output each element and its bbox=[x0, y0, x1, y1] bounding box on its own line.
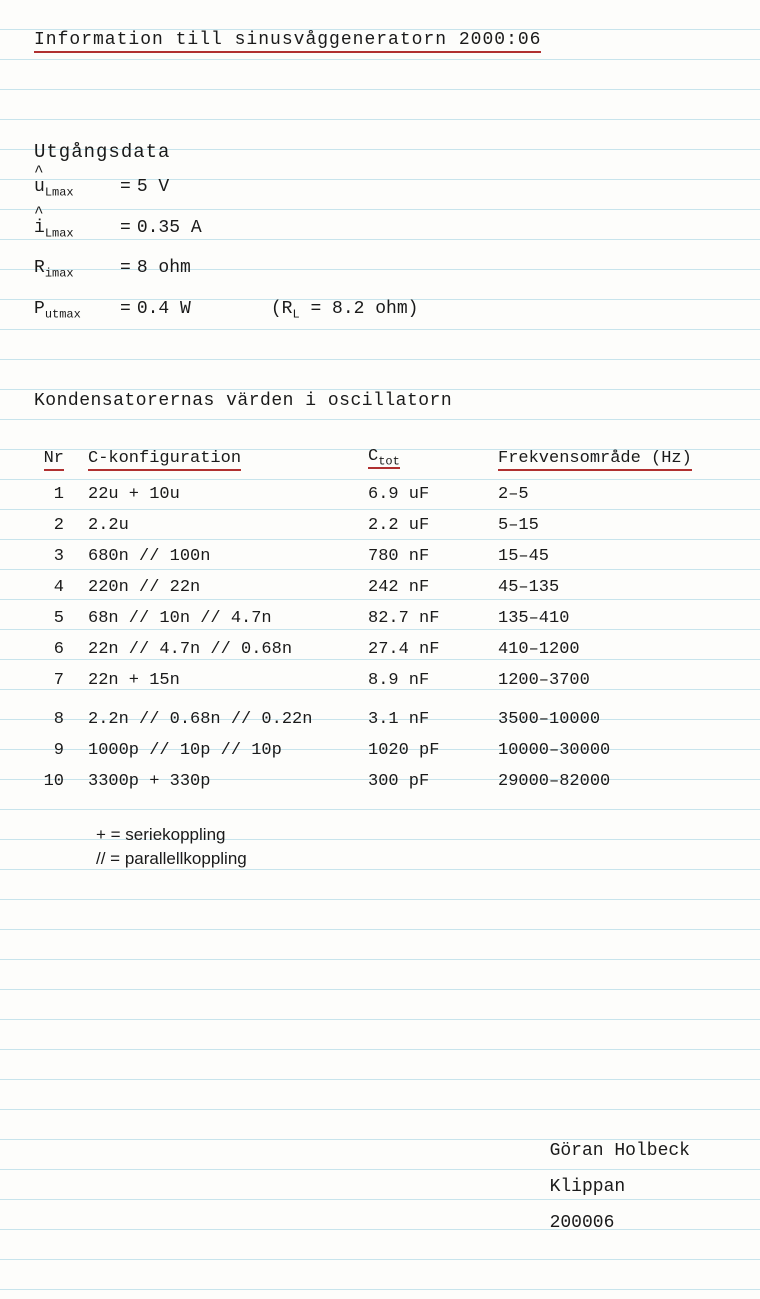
equals: = bbox=[120, 218, 131, 238]
cell-nr: 4 bbox=[34, 572, 82, 603]
cell-ctot: 27.4 nF bbox=[362, 634, 492, 665]
cell-freq: 1200–3700 bbox=[492, 665, 726, 696]
cell-config: 1000p // 10p // 10p bbox=[82, 735, 362, 766]
table-row: 568n // 10n // 4.7n82.7 nF135–410 bbox=[34, 603, 726, 634]
output-line: Putmax = 0.4 W (RL = 8.2 ohm) bbox=[34, 299, 726, 322]
signature-date: 200006 bbox=[550, 1205, 690, 1241]
cell-freq: 15–45 bbox=[492, 541, 726, 572]
page-title: Information till sinusvåggeneratorn 2000… bbox=[34, 30, 541, 53]
var-value: 0.4 W bbox=[137, 299, 191, 319]
cell-freq: 10000–30000 bbox=[492, 735, 726, 766]
legend-series: + = seriekoppling bbox=[96, 823, 726, 847]
cell-nr: 10 bbox=[34, 766, 82, 797]
cell-freq: 410–1200 bbox=[492, 634, 726, 665]
equals: = bbox=[120, 177, 131, 197]
signature-block: Göran Holbeck Klippan 200006 bbox=[550, 1133, 690, 1241]
table-row: 91000p // 10p // 10p1020 pF10000–30000 bbox=[34, 735, 726, 766]
col-header-ctot: Ctot bbox=[362, 443, 492, 478]
legend: + = seriekoppling // = parallellkoppling bbox=[96, 823, 726, 871]
cell-nr: 1 bbox=[34, 479, 82, 510]
hat-symbol: ^ bbox=[34, 204, 44, 222]
cell-nr: 9 bbox=[34, 735, 82, 766]
table-row: 722n + 15n8.9 nF1200–3700 bbox=[34, 665, 726, 696]
var-value: 8 ohm bbox=[137, 258, 191, 278]
var-value: 0.35 A bbox=[137, 218, 202, 238]
col-header-config: C-konfiguration bbox=[82, 443, 362, 478]
var-subscript: utmax bbox=[45, 307, 81, 321]
hat-symbol: ^ bbox=[34, 163, 44, 181]
output-line: Rimax = 8 ohm bbox=[34, 258, 726, 281]
cell-config: 2.2u bbox=[82, 510, 362, 541]
cell-ctot: 3.1 nF bbox=[362, 696, 492, 735]
table-row: 622n // 4.7n // 0.68n27.4 nF410–1200 bbox=[34, 634, 726, 665]
cell-config: 22n + 15n bbox=[82, 665, 362, 696]
var-value: 5 V bbox=[137, 177, 169, 197]
cell-freq: 3500–10000 bbox=[492, 696, 726, 735]
signature-name: Göran Holbeck bbox=[550, 1133, 690, 1169]
cell-ctot: 82.7 nF bbox=[362, 603, 492, 634]
cell-ctot: 242 nF bbox=[362, 572, 492, 603]
table-row: 3680n // 100n780 nF15–45 bbox=[34, 541, 726, 572]
cell-freq: 29000–82000 bbox=[492, 766, 726, 797]
var-subscript: Lmax bbox=[45, 226, 74, 240]
cell-ctot: 2.2 uF bbox=[362, 510, 492, 541]
cell-nr: 6 bbox=[34, 634, 82, 665]
cell-freq: 5–15 bbox=[492, 510, 726, 541]
cell-ctot: 8.9 nF bbox=[362, 665, 492, 696]
cell-nr: 8 bbox=[34, 696, 82, 735]
table-row: 22.2u2.2 uF5–15 bbox=[34, 510, 726, 541]
col-header-freq: Frekvensområde (Hz) bbox=[492, 443, 726, 478]
signature-place: Klippan bbox=[550, 1169, 690, 1205]
cell-nr: 7 bbox=[34, 665, 82, 696]
cell-ctot: 780 nF bbox=[362, 541, 492, 572]
col-header-nr: Nr bbox=[34, 443, 82, 478]
cell-freq: 2–5 bbox=[492, 479, 726, 510]
output-line: ^ iLmax = 0.35 A bbox=[34, 218, 726, 241]
table-row: 103300p + 330p300 pF29000–82000 bbox=[34, 766, 726, 797]
cell-nr: 2 bbox=[34, 510, 82, 541]
cell-nr: 5 bbox=[34, 603, 82, 634]
output-data-section: Utgångsdata ^ uLmax = 5 V ^ iLmax = 0.35… bbox=[34, 141, 726, 321]
output-line: ^ uLmax = 5 V bbox=[34, 177, 726, 200]
extra-note: (RL = 8.2 ohm) bbox=[271, 299, 419, 322]
capacitor-section-heading: Kondensatorernas värden i oscillatorn bbox=[34, 391, 726, 411]
cell-ctot: 300 pF bbox=[362, 766, 492, 797]
cell-ctot: 6.9 uF bbox=[362, 479, 492, 510]
equals: = bbox=[120, 258, 131, 278]
legend-parallel: // = parallellkoppling bbox=[96, 847, 726, 871]
cell-nr: 3 bbox=[34, 541, 82, 572]
cell-config: 220n // 22n bbox=[82, 572, 362, 603]
var-subscript: Lmax bbox=[45, 186, 74, 200]
cell-freq: 135–410 bbox=[492, 603, 726, 634]
cell-config: 22n // 4.7n // 0.68n bbox=[82, 634, 362, 665]
var-subscript: imax bbox=[45, 267, 74, 281]
var-name: R bbox=[34, 258, 45, 278]
output-data-heading: Utgångsdata bbox=[34, 141, 726, 163]
capacitor-table: Nr C-konfiguration Ctot Frekvensområde (… bbox=[34, 443, 726, 796]
var-name: P bbox=[34, 299, 45, 319]
cell-config: 22u + 10u bbox=[82, 479, 362, 510]
table-row: 4220n // 22n242 nF45–135 bbox=[34, 572, 726, 603]
table-row: 122u + 10u6.9 uF2–5 bbox=[34, 479, 726, 510]
cell-freq: 45–135 bbox=[492, 572, 726, 603]
table-row: 82.2n // 0.68n // 0.22n3.1 nF3500–10000 bbox=[34, 696, 726, 735]
cell-config: 680n // 100n bbox=[82, 541, 362, 572]
cell-config: 3300p + 330p bbox=[82, 766, 362, 797]
cell-config: 68n // 10n // 4.7n bbox=[82, 603, 362, 634]
cell-config: 2.2n // 0.68n // 0.22n bbox=[82, 696, 362, 735]
equals: = bbox=[120, 299, 131, 319]
cell-ctot: 1020 pF bbox=[362, 735, 492, 766]
